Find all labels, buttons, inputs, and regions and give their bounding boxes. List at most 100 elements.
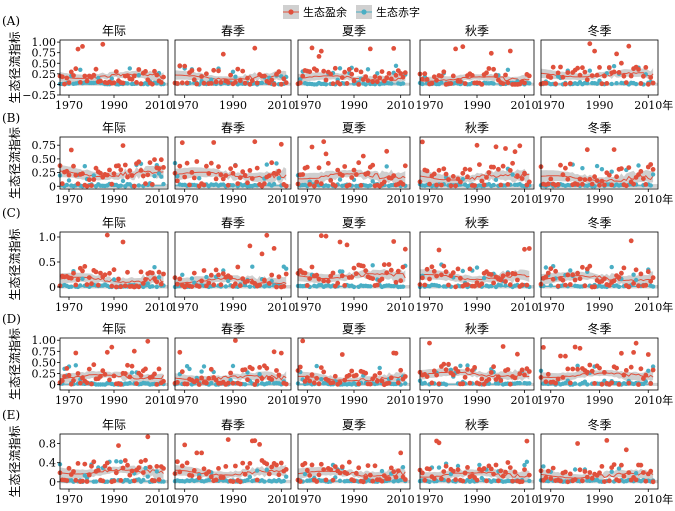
x-tick-label: 2010 [511,394,539,407]
surplus-point [621,473,627,479]
surplus-point [84,380,90,386]
deficit-point [340,269,345,274]
surplus-point [233,463,238,469]
surplus-point [134,381,139,386]
x-tick-label: 1990 [219,193,247,206]
surplus-trend-line [59,73,164,80]
surplus-point [507,465,513,470]
surplus-point [379,69,385,74]
surplus-point [129,363,135,369]
surplus-point [107,377,112,383]
surplus-point [161,466,166,471]
surplus-point [550,64,556,70]
surplus-point [208,474,214,480]
deficit-point [111,277,117,282]
surplus-point [623,80,629,85]
surplus-point [262,277,267,283]
surplus-point [628,238,634,244]
panel-title: 年际 [102,418,126,432]
y-tick-label: 1.0 [39,231,57,244]
surplus-point [182,63,188,69]
surplus-point [254,165,260,171]
row-label: (A) [2,14,20,28]
surplus-point [223,173,229,178]
surplus-point [73,282,79,288]
surplus-point [558,353,563,359]
surplus-point [512,469,518,475]
surplus-point [619,60,624,66]
x-tick-label: 2010 [145,301,173,314]
deficit-point [493,177,499,182]
surplus-point [269,272,275,278]
row-label: (E) [2,408,20,422]
surplus-point [127,374,133,380]
surplus-point [68,69,74,75]
surplus-point [427,340,432,346]
deficit-point [439,80,444,85]
surplus-point [75,181,81,187]
surplus-point [424,77,430,82]
surplus-point [636,382,641,387]
x-tick-label: 1990 [100,301,128,314]
surplus-point [107,167,112,173]
surplus-point [311,183,317,189]
surplus-point [577,467,583,473]
surplus-point [626,470,632,475]
surplus-point [297,80,303,86]
surplus-point [278,460,284,466]
surplus-point [582,177,588,183]
deficit-point [233,74,238,79]
surplus-point [118,478,124,483]
deficit-point [527,381,532,386]
surplus-point [125,462,130,468]
surplus-point [311,380,317,386]
surplus-point [136,284,142,290]
deficit-point [250,264,255,269]
surplus-point [441,469,447,474]
deficit-point [156,275,162,280]
surplus-point [75,277,81,283]
y-tick-label: 0 [49,379,56,392]
panel-0-1: 春季 1970 1990 2010 [171,24,296,112]
surplus-point [356,82,362,87]
surplus-point [242,173,248,178]
surplus-point [339,464,345,470]
surplus-point [228,166,234,172]
surplus-point [602,182,607,188]
x-tick-label: 1970 [55,193,83,206]
surplus-point [589,368,595,374]
surplus-point [220,51,226,57]
surplus-point [346,67,352,72]
surplus-point [242,367,248,372]
surplus-point [446,361,451,367]
surplus-point [111,171,117,177]
surplus-point [594,72,600,78]
surplus-point [252,45,258,51]
surplus-point [515,351,520,357]
surplus-point [120,465,126,471]
surplus-point [587,41,593,47]
surplus-point [175,81,180,86]
panel-title: 秋季 [465,322,489,336]
surplus-point [469,73,475,78]
surplus-point [558,64,563,70]
surplus-point [330,81,336,87]
surplus-point [560,74,566,80]
surplus-point [602,73,607,79]
deficit-point [400,81,406,86]
surplus-point [118,284,124,290]
surplus-point [228,275,234,280]
deficit-point [314,363,319,369]
surplus-point [100,478,106,484]
x-tick-label: 1990 [100,193,128,206]
surplus-point [393,474,399,480]
surplus-point [616,275,622,280]
deficit-point [527,478,532,484]
deficit-point [474,265,480,270]
surplus-point [510,160,515,166]
x-tick-label: 1990 [586,301,614,314]
y-tick-label: 0.50 [32,57,57,70]
surplus-point [342,283,348,288]
deficit-point [517,380,522,386]
